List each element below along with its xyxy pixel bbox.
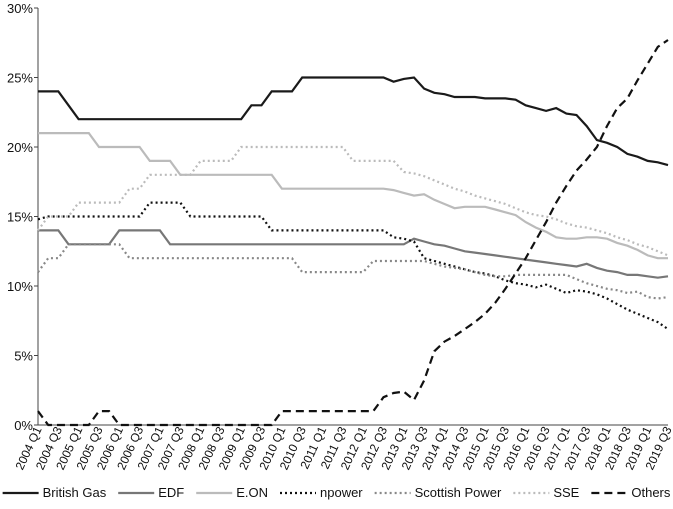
y-tick-label: 10% (7, 279, 33, 294)
legend-item: Scottish Power (374, 485, 502, 500)
y-tick-label: 5% (14, 349, 33, 364)
legend-label: SSE (553, 485, 579, 500)
y-tick-label: 30% (7, 1, 33, 16)
series-line (38, 229, 669, 279)
legend-item: E.ON (196, 485, 268, 500)
y-tick-label: 0% (14, 418, 33, 433)
legend-item: SSE (513, 485, 580, 500)
legend-item: British Gas (2, 485, 107, 500)
legend-label: E.ON (236, 485, 268, 500)
y-tick-label: 20% (7, 140, 33, 155)
series-line (38, 132, 668, 260)
legend: British Gas EDF E.ON npower Scottish Power SS… (2, 485, 671, 500)
legend-item: EDF (118, 485, 184, 500)
series-line (38, 76, 669, 167)
series-line (37, 243, 669, 300)
legend-item: npower (280, 485, 363, 500)
legend-label: Others (631, 485, 671, 500)
legend-item: Others (591, 485, 671, 500)
y-tick-label: 15% (7, 210, 33, 225)
legend-label: EDF (158, 485, 184, 500)
legend-label: Scottish Power (415, 485, 502, 500)
y-tick-label: 25% (7, 71, 33, 86)
legend-label: British Gas (43, 485, 107, 500)
legend-label: npower (320, 485, 363, 500)
series-line (37, 201, 669, 331)
series-line (37, 39, 669, 427)
